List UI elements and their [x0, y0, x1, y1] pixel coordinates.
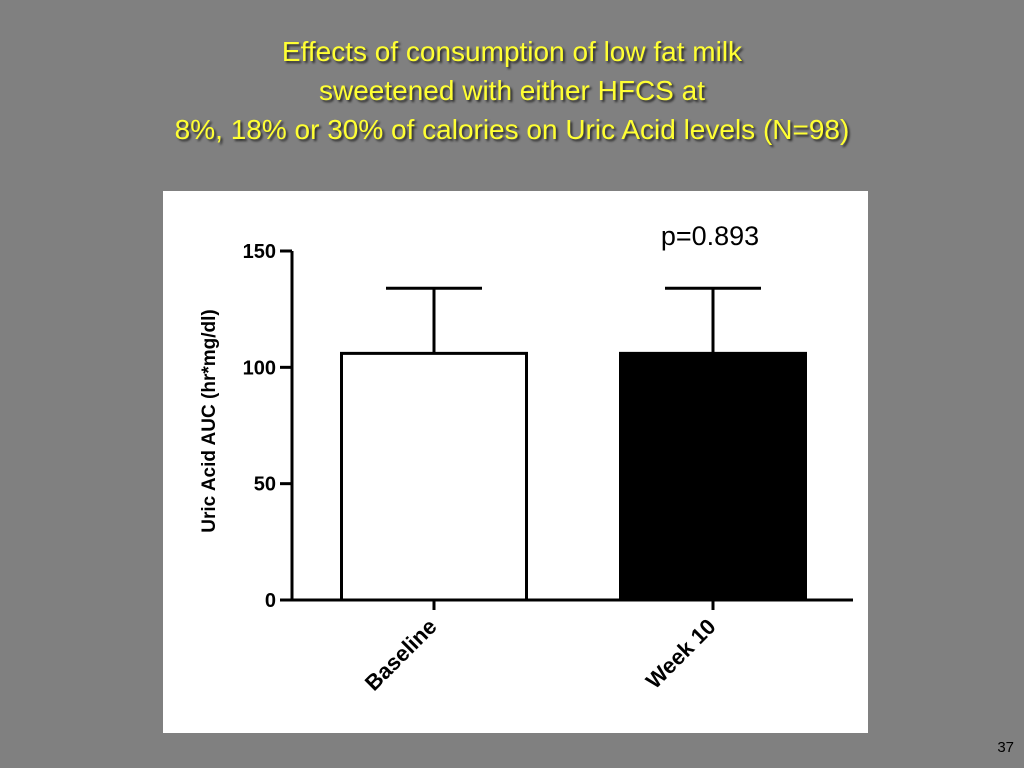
- p-value-annotation: p=0.893: [661, 221, 759, 251]
- uric-acid-bar-chart: 0 50 100 150 Baseline Week 10 Uric Acid AUC (…: [199, 221, 853, 696]
- y-tick-label-150: 150: [243, 241, 276, 263]
- x-tick-label-week-10: Week 10: [641, 614, 721, 694]
- y-tick-label-50: 50: [254, 474, 276, 496]
- bars-group: [340, 286, 807, 602]
- x-tick-label-baseline: Baseline: [360, 614, 442, 696]
- y-tick-label-0: 0: [265, 590, 276, 612]
- y-axis-label: Uric Acid AUC (hr*mg/dl): [199, 309, 220, 532]
- bar-week-10: [619, 351, 807, 602]
- title-line-1: Effects of consumption of low fat milk: [281, 36, 743, 67]
- title-line-3: 8%, 18% or 30% of calories on Uric Acid …: [174, 114, 850, 145]
- page-number: 37: [997, 739, 1014, 756]
- bar-baseline: [340, 351, 528, 602]
- chart-panel: 0 50 100 150 Baseline Week 10 Uric Acid AUC (…: [163, 191, 868, 733]
- title-line-2: sweetened with either HFCS at: [319, 75, 705, 106]
- y-tick-label-100: 100: [243, 357, 276, 379]
- slide-title: Effects of consumption of low fat milk s…: [0, 32, 1024, 149]
